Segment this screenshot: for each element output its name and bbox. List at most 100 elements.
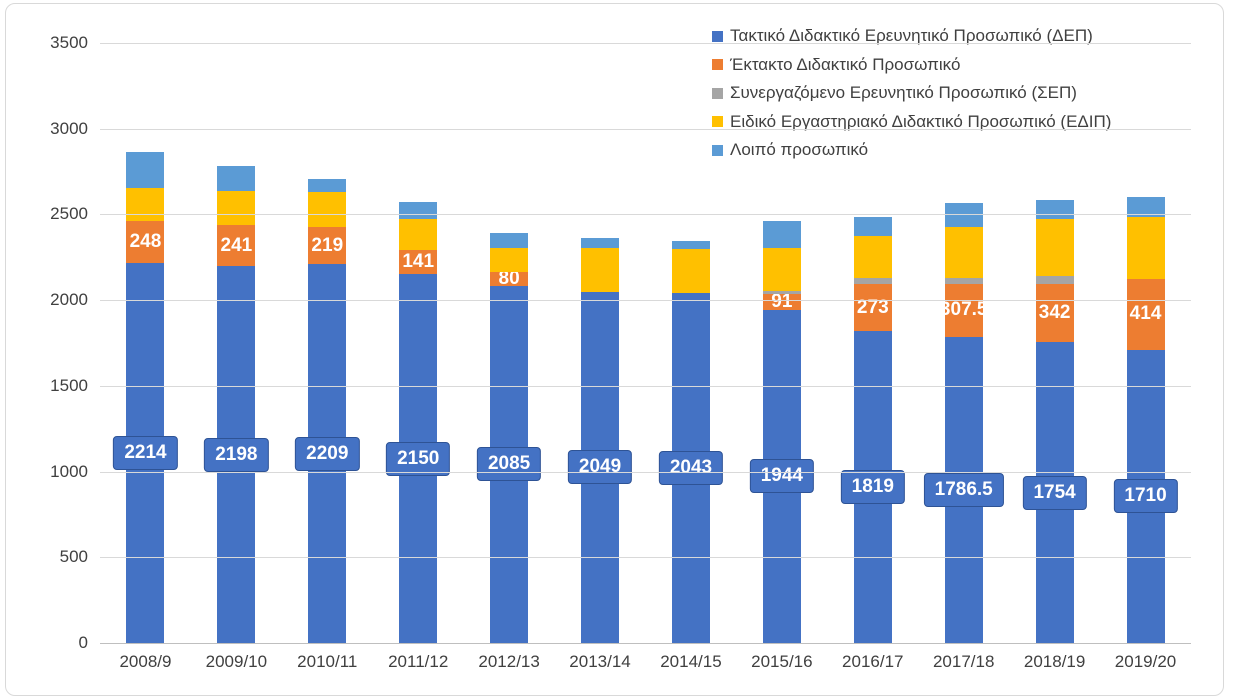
bar-value-label: 241: [220, 234, 253, 256]
bar-value-callout: 1754: [1022, 475, 1087, 510]
legend-color-swatch: [712, 87, 723, 99]
bar-segment-loipo: [1035, 199, 1074, 219]
bar-value-callout: 2049: [567, 450, 633, 485]
legend-item-label: Λοιπό προσωπικό: [730, 140, 869, 160]
x-axis-tick-label: 2014/15: [660, 652, 722, 671]
bar-segment-ektakto: [399, 250, 438, 275]
bar-value-callout: 2209: [295, 436, 360, 471]
bar-segment-loipo: [217, 165, 256, 191]
x-axis-tick-label: 2011/12: [388, 652, 449, 671]
bar-segment-loipo: [308, 178, 347, 193]
legend-item: Τακτικό Διδακτικό Ερευνητικό Προσωπικό (…: [712, 22, 1111, 51]
bar-segment-sep: [762, 290, 801, 295]
gridline: [100, 128, 1191, 130]
bar-segment-loipo: [671, 241, 710, 250]
legend-item: Έκτακτο Διδακτικό Προσωπικό: [712, 51, 1111, 80]
x-axis-tick-label: 2018/19: [1023, 652, 1086, 671]
gridline: [100, 43, 1191, 44]
bar-segment-edip: [762, 247, 801, 291]
bar-segment-edip: [671, 249, 710, 293]
bar-segment-edip: [126, 187, 165, 221]
gridline: [100, 471, 1191, 473]
legend-item: Λοιπό προσωπικό: [712, 136, 1111, 165]
bar-value-callout: 2214: [113, 436, 178, 471]
y-axis-tick-label: 1500: [50, 375, 88, 395]
y-axis-tick-label: 0: [78, 633, 88, 652]
bar-value-label: 91: [771, 290, 793, 312]
x-axis-tick-label: 2019/20: [1114, 652, 1177, 671]
bar-segment-loipo: [1126, 197, 1165, 218]
x-axis-tick-label: 2008/9: [119, 652, 172, 671]
bar-value-callout: 1710: [1113, 479, 1178, 514]
bar-value-label: 414: [1129, 303, 1162, 325]
bar-segment-sep: [853, 278, 892, 285]
bar-value-callout: 2043: [658, 450, 724, 485]
y-axis-tick-label: 2000: [50, 290, 88, 310]
bar-segment-loipo: [853, 216, 892, 236]
legend-item-label: Συνεργαζόμενο Ερευνητικό Προσωπικό (ΣΕΠ): [730, 83, 1077, 103]
bar-segment-ektakto: [1126, 278, 1165, 350]
legend-color-swatch: [712, 116, 723, 128]
gridline: [100, 300, 1191, 302]
bar-segment-ektakto: [944, 284, 983, 337]
bar-value-label: 141: [402, 251, 435, 273]
bar-segment-edip: [944, 227, 983, 279]
bar-segment-ektakto: [762, 294, 801, 310]
bar-segment-edip: [217, 190, 256, 225]
y-axis-tick-label: 2500: [50, 204, 88, 224]
bar-value-label: 248: [129, 231, 162, 253]
bar-value-callout: 1819: [840, 470, 905, 505]
bar-value-label: 273: [856, 296, 889, 318]
bar-segment-ektakto: [853, 284, 892, 332]
legend-color-swatch: [712, 30, 723, 42]
bar-segment-loipo: [762, 221, 801, 248]
bar-segment-edip: [1035, 218, 1074, 276]
bar-value-callout: 2085: [476, 447, 542, 482]
bar-segment-loipo: [126, 151, 165, 188]
y-axis-tick-label: 500: [59, 547, 88, 567]
bar-segment-loipo: [399, 202, 438, 220]
legend-color-swatch: [712, 144, 723, 156]
bar-segment-sep: [944, 278, 983, 285]
bar-segment-ektakto: [490, 271, 529, 286]
bar-value-callout: 2150: [386, 441, 451, 476]
bar-segment-ektakto: [1035, 283, 1074, 343]
x-axis-tick-label: 2012/13: [478, 652, 540, 671]
gridline: [100, 557, 1191, 559]
bar-segment-edip: [308, 192, 347, 227]
gridline: [100, 214, 1191, 216]
y-axis-tick-label: 1000: [50, 461, 88, 481]
x-axis-tick-label: 2015/16: [751, 652, 813, 671]
bar-segment-sep: [1035, 275, 1074, 284]
legend-item-label: Έκτακτο Διδακτικό Προσωπικό: [730, 54, 961, 74]
bar-segment-edip: [853, 235, 892, 279]
bar-segment-edip: [399, 219, 438, 251]
bar-segment-loipo: [581, 237, 620, 249]
x-axis-tick-label: 2017/18: [932, 652, 995, 671]
y-axis-tick-label: 3500: [50, 33, 88, 52]
bar-segment-ektakto: [217, 224, 256, 267]
gridline: [100, 385, 1191, 387]
x-axis-tick-label: 2016/17: [842, 652, 904, 671]
bar-segment-edip: [581, 248, 620, 292]
chart-legend: Τακτικό Διδακτικό Ερευνητικό Προσωπικό (…: [712, 22, 1111, 165]
bar-segment-ektakto: [126, 220, 165, 264]
bar-segment-ektakto: [308, 226, 347, 265]
x-axis-line: [100, 643, 1191, 644]
bar-value-callout: 1944: [749, 459, 815, 494]
legend-item: Συνεργαζόμενο Ερευνητικό Προσωπικό (ΣΕΠ): [712, 79, 1111, 108]
bar-value-label: 342: [1038, 302, 1071, 323]
bar-segment-edip: [1126, 217, 1165, 279]
bar-value-label: 219: [311, 234, 344, 256]
legend-item-label: Ειδικό Εργαστηριακό Διδακτικό Προσωπικό …: [730, 111, 1112, 131]
bar-value-callout: 2198: [204, 437, 269, 472]
legend-item-label: Τακτικό Διδακτικό Ερευνητικό Προσωπικό (…: [730, 26, 1093, 46]
bar-segment-edip: [490, 247, 529, 272]
x-axis-tick-label: 2009/10: [205, 652, 268, 671]
bar-value-label: 307.5: [939, 299, 988, 321]
bar-value-label: 80: [498, 267, 520, 289]
legend-item: Ειδικό Εργαστηριακό Διδακτικό Προσωπικό …: [712, 108, 1111, 137]
bar-value-callout: 1786.5: [923, 472, 1004, 507]
x-axis-tick-label: 2013/14: [569, 652, 631, 671]
